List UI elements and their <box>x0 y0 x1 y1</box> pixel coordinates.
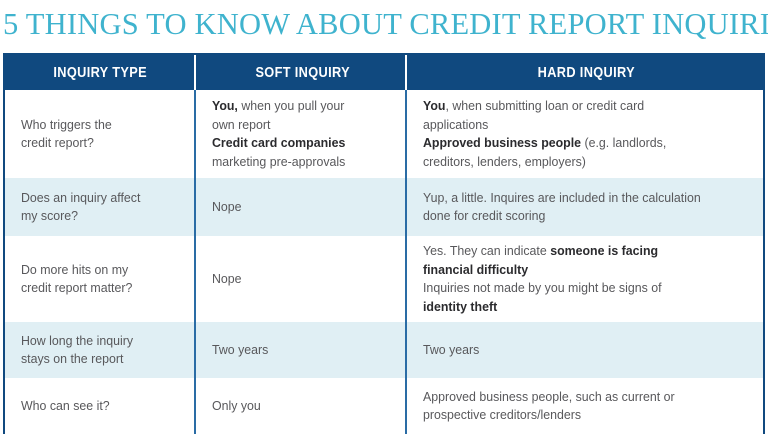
cell-hard-inquiry: Approved business people, such as curren… <box>405 378 763 434</box>
cell-text: Who can see it? <box>21 397 110 413</box>
column-header-hard-inquiry: HARD INQUIRY <box>405 55 763 90</box>
cell-text: Yup, a little. Inquires are included in … <box>423 189 701 224</box>
column-header-soft-inquiry: SOFT INQUIRY <box>194 55 405 90</box>
cell-soft-inquiry: Only you <box>194 378 405 434</box>
cell-text: How long the inquiry stays on the report <box>21 332 134 367</box>
cell-text: Nope <box>212 270 242 286</box>
cell-soft-inquiry: Two years <box>194 322 405 378</box>
cell-text: Nope <box>212 198 242 214</box>
column-header-label: HARD INQUIRY <box>537 64 635 81</box>
cell-inquiry-type: Do more hits on my credit report matter? <box>5 236 194 322</box>
cell-hard-inquiry: Two years <box>405 322 763 378</box>
table-row: Who triggers the credit report? You, when… <box>5 90 763 178</box>
page-title: 5 THINGS TO KNOW ABOUT CREDIT REPORT INQ… <box>3 6 768 41</box>
cell-inquiry-type: Does an inquiry affect my score? <box>5 178 194 236</box>
cell-text: You, when submitting loan or credit card… <box>423 98 667 169</box>
cell-text: Only you <box>212 397 261 413</box>
cell-text: Approved business people, such as curren… <box>423 388 675 423</box>
table-row: Does an inquiry affect my score? Nope Yup… <box>5 178 763 236</box>
cell-text: Yes. They can indicate someone is facing… <box>423 243 662 314</box>
table-row: Do more hits on my credit report matter? … <box>5 236 763 322</box>
table-row: Who can see it? Only you Approved busine… <box>5 378 763 434</box>
column-header-inquiry-type: INQUIRY TYPE <box>5 55 194 90</box>
cell-inquiry-type: How long the inquiry stays on the report <box>5 322 194 378</box>
cell-text: Do more hits on my credit report matter? <box>21 261 133 296</box>
cell-hard-inquiry: Yup, a little. Inquires are included in … <box>405 178 763 236</box>
cell-hard-inquiry: Yes. They can indicate someone is facing… <box>405 236 763 322</box>
comparison-table: INQUIRY TYPE SOFT INQUIRY HARD INQUIRY W… <box>3 53 765 434</box>
cell-soft-inquiry: You, when you pull your own report Credit … <box>194 90 405 178</box>
cell-hard-inquiry: You, when submitting loan or credit card… <box>405 90 763 178</box>
column-header-label: SOFT INQUIRY <box>255 64 350 81</box>
cell-text: Two years <box>423 341 480 357</box>
cell-inquiry-type: Who triggers the credit report? <box>5 90 194 178</box>
column-header-label: INQUIRY TYPE <box>53 64 148 81</box>
cell-text: Does an inquiry affect my score? <box>21 189 141 224</box>
table-row: How long the inquiry stays on the report … <box>5 322 763 378</box>
table-header-row: INQUIRY TYPE SOFT INQUIRY HARD INQUIRY <box>5 55 763 90</box>
cell-soft-inquiry: Nope <box>194 178 405 236</box>
cell-text: Two years <box>212 341 269 357</box>
cell-text: Who triggers the credit report? <box>21 116 112 151</box>
cell-inquiry-type: Who can see it? <box>5 378 194 434</box>
cell-soft-inquiry: Nope <box>194 236 405 322</box>
cell-text: You, when you pull your own report Credit … <box>212 98 346 169</box>
